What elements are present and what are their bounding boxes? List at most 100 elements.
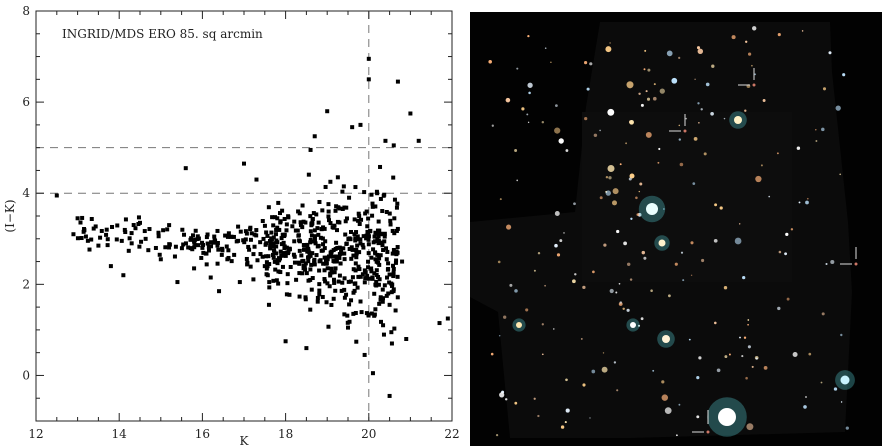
star: [625, 142, 627, 145]
data-point: [348, 279, 353, 284]
star: [644, 49, 647, 52]
data-point: [254, 233, 259, 238]
data-point: [212, 234, 217, 239]
data-point: [378, 231, 383, 236]
star: [574, 273, 577, 276]
data-point: [290, 224, 295, 229]
star: [830, 259, 835, 265]
data-point: [192, 266, 197, 271]
data-point: [354, 230, 359, 235]
star: [658, 147, 661, 151]
data-point: [297, 211, 302, 216]
data-point: [354, 255, 359, 260]
data-point: [371, 247, 376, 252]
data-point: [318, 235, 323, 240]
star: [591, 369, 596, 374]
data-point: [360, 272, 365, 277]
star: [745, 376, 748, 380]
data-point: [142, 229, 147, 234]
data-point: [343, 219, 348, 224]
data-point: [376, 282, 381, 287]
data-point: [389, 341, 394, 346]
data-point: [382, 231, 387, 236]
data-point: [355, 234, 360, 239]
data-point: [129, 231, 134, 236]
star: [527, 121, 530, 124]
star: [647, 68, 651, 72]
data-point: [375, 231, 380, 236]
data-point: [379, 319, 384, 324]
star: [629, 278, 633, 281]
data-point: [281, 251, 286, 256]
star: [641, 250, 646, 255]
star: [680, 251, 684, 254]
data-point: [376, 219, 381, 224]
star: [586, 87, 590, 91]
data-point: [161, 228, 166, 233]
data-point: [331, 225, 336, 230]
data-point: [369, 311, 374, 316]
data-point: [302, 247, 307, 252]
data-point: [345, 313, 350, 318]
data-point: [266, 254, 271, 259]
data-point: [283, 339, 288, 344]
star: [603, 243, 607, 247]
data-point: [354, 247, 359, 252]
data-point: [374, 279, 379, 284]
data-point: [181, 242, 186, 247]
data-point: [209, 240, 214, 245]
data-point: [323, 279, 328, 284]
data-point: [255, 258, 260, 263]
star: [842, 73, 846, 77]
data-point: [378, 297, 383, 302]
data-point: [121, 273, 126, 278]
star: [825, 262, 828, 266]
star: [678, 138, 681, 141]
data-point: [136, 215, 141, 220]
data-point: [391, 272, 396, 277]
star: [768, 195, 770, 198]
star: [488, 60, 492, 64]
chart-title: INGRID/MDS ERO 85. sq arcmin: [62, 27, 263, 41]
data-point: [308, 229, 313, 234]
star: [714, 203, 718, 207]
footprint-mosaic: [470, 22, 852, 438]
star: [661, 394, 669, 401]
data-point: [225, 234, 230, 239]
data-point: [387, 272, 392, 277]
data-point: [276, 200, 281, 205]
data-point: [356, 237, 361, 242]
star: [808, 352, 812, 356]
data-point: [271, 241, 276, 246]
data-point: [231, 234, 236, 239]
x-tick-label: 18: [278, 427, 293, 441]
star: [582, 383, 586, 387]
star: [609, 42, 611, 44]
data-point: [322, 255, 327, 260]
data-point: [91, 226, 96, 231]
data-point: [329, 302, 334, 307]
data-point: [183, 241, 188, 246]
star: [682, 279, 685, 282]
data-point: [262, 223, 267, 228]
star: [580, 337, 583, 340]
star: [555, 104, 558, 107]
data-point: [387, 393, 392, 398]
data-point: [315, 226, 320, 231]
data-point: [307, 250, 312, 255]
star: [739, 336, 741, 339]
star: [554, 243, 558, 248]
data-point: [303, 261, 308, 266]
data-point: [303, 297, 308, 302]
star: [628, 177, 632, 181]
data-point: [364, 236, 369, 241]
star: [784, 252, 788, 256]
data-point: [219, 252, 224, 257]
star: [743, 336, 747, 339]
star: [541, 323, 544, 326]
data-point: [215, 261, 220, 266]
star: [592, 270, 595, 274]
data-point: [54, 193, 59, 198]
data-point: [205, 241, 210, 246]
star: [696, 376, 700, 380]
